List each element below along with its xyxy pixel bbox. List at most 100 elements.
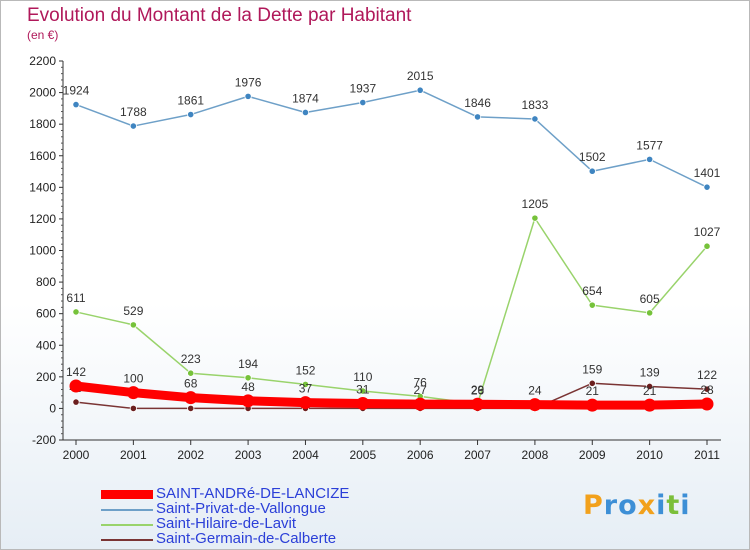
- data-label: 1577: [636, 138, 663, 152]
- data-point: [241, 394, 255, 408]
- data-point: [588, 167, 596, 175]
- data-label: 1874: [292, 91, 319, 105]
- data-point: [301, 108, 310, 117]
- data-label: 2015: [407, 69, 434, 83]
- y-tick-label: 400: [36, 338, 56, 352]
- legend-label: Saint-Hilaire-de-Lavit: [156, 515, 297, 532]
- data-label: 29: [471, 383, 485, 397]
- legend-swatch: [101, 539, 153, 541]
- legend-label: SAINT-ANDRé-DE-LANCIZE: [156, 485, 350, 502]
- data-point: [298, 396, 312, 410]
- data-label: 654: [582, 284, 602, 298]
- data-label: 1502: [579, 150, 606, 164]
- logo-letter: x: [637, 490, 657, 521]
- data-point: [588, 379, 596, 387]
- data-label: 1401: [694, 166, 721, 180]
- data-point: [588, 301, 596, 309]
- proxiti-logo: Proxiti: [583, 490, 691, 521]
- legend-label: Saint-Germain-de-Calberte: [156, 530, 337, 547]
- series-line: [71, 381, 712, 410]
- data-label: 1205: [522, 197, 549, 211]
- x-tick-label: 2001: [120, 448, 147, 462]
- logo-letter: o: [618, 490, 638, 521]
- data-label: 611: [66, 291, 85, 305]
- data-point: [416, 86, 424, 94]
- data-point: [301, 380, 310, 389]
- data-point: [72, 398, 80, 406]
- data-point: [473, 113, 482, 121]
- y-tick-label: 600: [36, 307, 56, 321]
- data-point: [187, 369, 195, 377]
- data-point: [413, 397, 427, 411]
- data-label: 159: [582, 362, 602, 376]
- data-point: [585, 398, 599, 412]
- data-point: [356, 397, 370, 411]
- logo-letter: P: [583, 490, 604, 521]
- data-point: [126, 386, 140, 400]
- data-point: [471, 397, 485, 411]
- x-tick-label: 2010: [636, 448, 663, 462]
- chart-subtitle: (en €): [27, 28, 59, 42]
- data-point: [700, 397, 714, 411]
- data-label: 110: [353, 370, 372, 384]
- y-tick-label: 800: [36, 275, 56, 289]
- x-tick-label: 2002: [177, 448, 204, 462]
- data-point: [646, 382, 654, 391]
- data-label: 1976: [235, 75, 262, 89]
- data-point: [244, 374, 252, 382]
- y-tick-label: -200: [32, 433, 56, 447]
- y-tick-label: 1800: [29, 117, 56, 131]
- data-point: [531, 214, 539, 222]
- data-point: [244, 92, 252, 100]
- data-point: [129, 321, 137, 329]
- y-tick-label: 200: [36, 370, 56, 384]
- data-point: [531, 115, 539, 123]
- x-tick-label: 2007: [464, 448, 491, 462]
- data-point: [187, 110, 195, 119]
- data-point: [646, 309, 654, 317]
- data-point: [359, 387, 367, 395]
- x-tick-label: 2008: [522, 448, 549, 462]
- legend-swatch: [101, 509, 153, 511]
- data-point: [703, 242, 711, 250]
- data-label: 1788: [120, 105, 147, 119]
- data-label: 139: [640, 365, 660, 379]
- x-tick-label: 2006: [407, 448, 434, 462]
- data-label: 76: [414, 375, 428, 389]
- legend-swatch: [101, 490, 153, 499]
- data-label: 605: [640, 292, 660, 306]
- data-label: 122: [697, 368, 717, 382]
- data-label: 26: [471, 383, 485, 397]
- data-label: 1937: [349, 82, 376, 96]
- logo-letter: i: [680, 490, 691, 521]
- data-label: 1846: [464, 96, 491, 110]
- y-tick-label: 2200: [29, 54, 56, 68]
- data-point: [703, 183, 711, 191]
- data-label: 1924: [63, 84, 90, 98]
- x-tick-label: 2005: [349, 448, 376, 462]
- data-label: 68: [184, 377, 198, 391]
- data-label: 28: [700, 383, 714, 397]
- data-point: [72, 308, 80, 316]
- data-point: [184, 391, 198, 405]
- chart-title: Evolution du Montant de la Dette par Hab…: [27, 5, 412, 26]
- data-label: 27: [414, 383, 428, 397]
- series-line: [75, 89, 708, 188]
- y-tick-label: 0: [49, 401, 56, 415]
- data-label: 142: [66, 365, 86, 379]
- logo-letter: r: [603, 490, 619, 521]
- data-point: [359, 98, 367, 107]
- data-point: [129, 404, 137, 413]
- data-point: [643, 398, 657, 412]
- data-label: 24: [528, 384, 542, 398]
- data-label: 1027: [694, 225, 721, 239]
- chart-plot: -200 0 200 400 600 800 1000 1200 1400 1600 1800 200…: [29, 54, 721, 462]
- legend-swatch: [101, 524, 153, 526]
- data-label: 100: [123, 372, 143, 386]
- x-tick-label: 2003: [235, 448, 262, 462]
- data-label: 37: [299, 382, 313, 396]
- data-label: 21: [643, 384, 657, 398]
- x-tick-label: 2000: [63, 448, 90, 462]
- data-label: 194: [238, 357, 258, 371]
